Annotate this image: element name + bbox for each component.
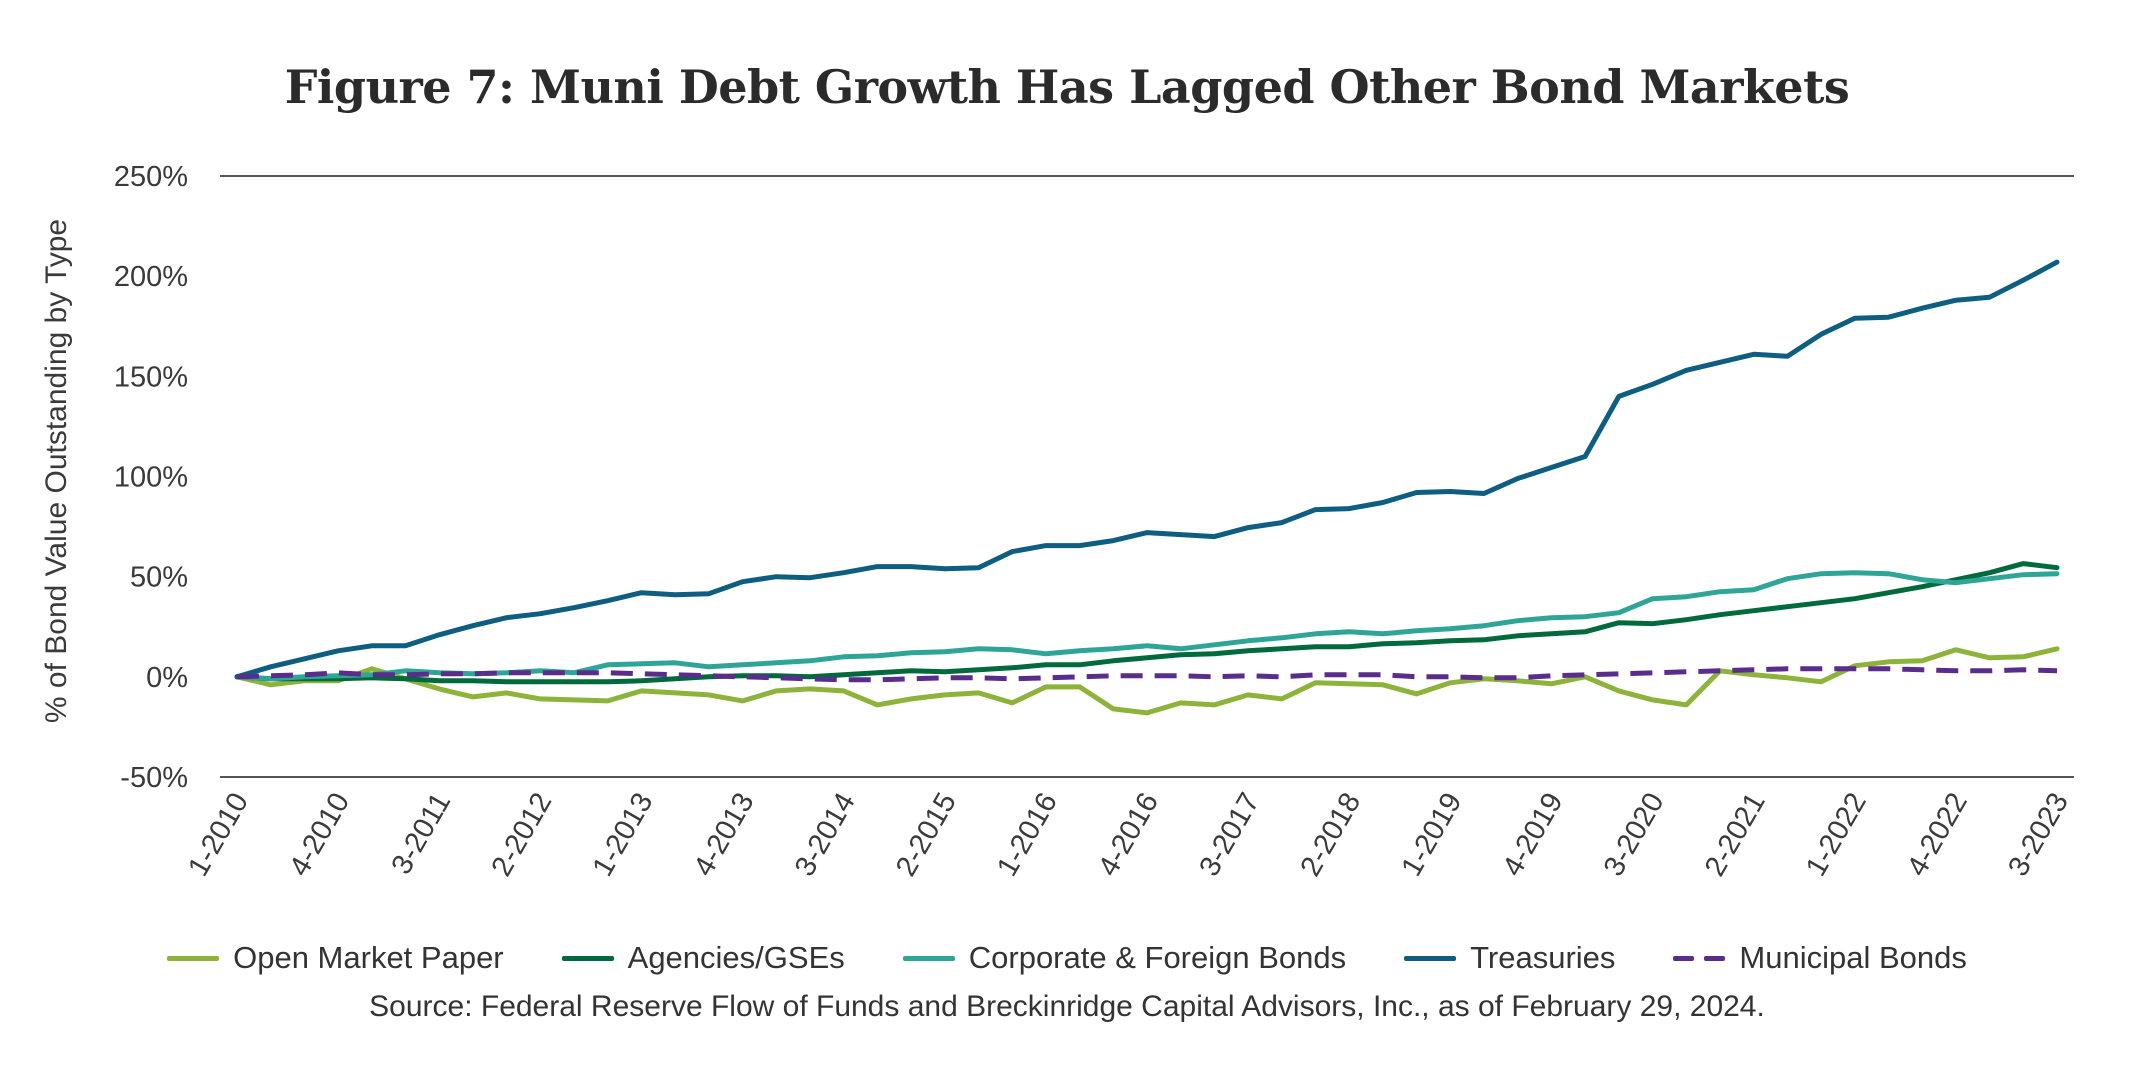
x-tick-label: 2-2015 — [890, 788, 963, 882]
legend-swatch — [1673, 955, 1726, 961]
x-tick-label: 1-2019 — [1396, 788, 1469, 882]
legend-label: Corporate & Foreign Bonds — [968, 940, 1347, 975]
legend-item-municipal-bonds: Municipal Bonds — [1673, 940, 1967, 976]
legend-label: Agencies/GSEs — [627, 940, 845, 975]
x-tick-label: 3-2020 — [1598, 788, 1671, 882]
x-tick-label: 1-2010 — [182, 788, 255, 882]
legend-swatch — [561, 955, 614, 961]
legend-item-agencies-gses: Agencies/GSEs — [561, 940, 845, 976]
legend-label: Open Market Paper — [233, 940, 504, 975]
x-tick-label: 1-2013 — [587, 788, 660, 882]
axes — [220, 175, 2074, 778]
x-tick-label: 4-2019 — [1497, 788, 1570, 882]
source-note: Source: Federal Reserve Flow of Funds an… — [369, 990, 1765, 1023]
x-tick-label: 4-2013 — [688, 788, 761, 882]
x-tick-label: 3-2023 — [2002, 788, 2075, 882]
series-lines — [234, 259, 2060, 716]
y-tick-label: 150% — [114, 361, 188, 393]
y-axis-label: % of Bond Value Outstanding by Type — [40, 219, 73, 723]
x-tick-label: 3-2017 — [1193, 788, 1266, 882]
x-tick-label: 2-2012 — [486, 788, 559, 882]
x-tick-labels: 1-2010 4-2010 3-2011 2-2012 1-2013 4-2013 3-20… — [182, 788, 2075, 882]
legend-item-open-market-paper: Open Market Paper — [167, 940, 504, 976]
x-tick-label: 4-2022 — [1901, 788, 1974, 882]
x-tick-label: 4-2010 — [283, 788, 356, 882]
x-tick-label: 1-2016 — [991, 788, 1064, 882]
legend-item-treasuries: Treasuries — [1404, 940, 1615, 976]
y-tick-label: 200% — [114, 261, 188, 293]
y-tick-label: 250% — [114, 161, 188, 193]
legend-swatch — [902, 955, 955, 961]
x-tick-label: 4-2016 — [1092, 788, 1165, 882]
y-tick-label: 0% — [146, 662, 188, 694]
series-line-open-market-paper — [234, 646, 2060, 716]
x-tick-label: 3-2014 — [789, 788, 862, 882]
x-tick-label: 2-2021 — [1699, 788, 1772, 882]
legend-item-corporate-foreign-bonds: Corporate & Foreign Bonds — [902, 940, 1347, 976]
y-tick-labels: 250% 200% 150% 100% 50% 0% -50% — [114, 161, 188, 794]
chart-title: Figure 7: Muni Debt Growth Has Lagged Ot… — [284, 60, 1850, 114]
legend: Open Market Paper Agencies/GSEs Corporat… — [0, 940, 2134, 976]
legend-swatch — [1404, 955, 1457, 961]
legend-label: Treasuries — [1470, 940, 1616, 975]
legend-label: Municipal Bonds — [1739, 940, 1967, 975]
y-tick-label: 100% — [114, 462, 188, 494]
series-line-treasuries — [234, 259, 2060, 680]
legend-swatch — [167, 955, 220, 961]
series-line-agencies-gses — [234, 561, 2060, 685]
series-line-municipal-bonds — [236, 666, 2058, 683]
series-line-corporate-foreign-bonds — [234, 570, 2060, 682]
line-chart: 250% 200% 150% 100% 50% 0% -50% 1-2010 4-2010 3-… — [40, 161, 2075, 882]
x-tick-label: 2-2018 — [1294, 788, 1367, 882]
x-tick-label: 3-2011 — [385, 788, 457, 880]
y-tick-label: 50% — [130, 562, 188, 594]
y-tick-label: -50% — [120, 762, 188, 794]
x-tick-label: 1-2022 — [1800, 788, 1873, 882]
